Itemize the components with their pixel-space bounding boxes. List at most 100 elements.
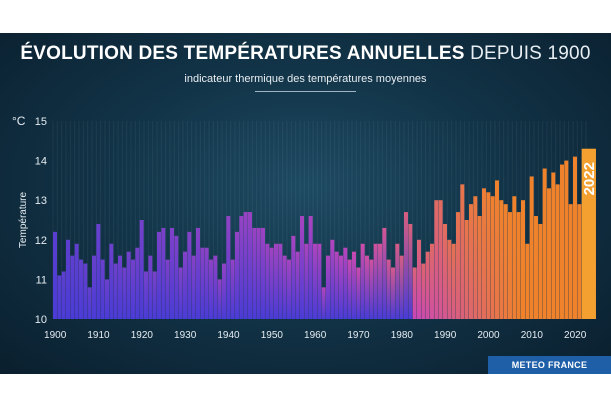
bar-2011 bbox=[534, 216, 538, 319]
bar-1931 bbox=[187, 231, 192, 319]
bar-1955 bbox=[291, 235, 296, 319]
y-tick-10: 10 bbox=[35, 314, 47, 326]
bar-1901 bbox=[57, 275, 62, 319]
bar-2021 bbox=[577, 204, 582, 319]
bar-2003 bbox=[499, 200, 504, 319]
bar-1949 bbox=[265, 243, 270, 319]
bar-2010 bbox=[529, 176, 534, 319]
bar-1909 bbox=[92, 255, 96, 319]
bar-2013 bbox=[542, 168, 547, 319]
x-tick-2020: 2020 bbox=[564, 330, 587, 341]
bar-1960 bbox=[313, 243, 317, 319]
bar-2012 bbox=[538, 223, 543, 319]
bar-1973 bbox=[369, 259, 374, 319]
bar-2004 bbox=[503, 204, 508, 319]
bar-1964 bbox=[330, 239, 335, 319]
subtitle-underline bbox=[255, 91, 356, 92]
bar-2006 bbox=[512, 196, 517, 319]
bar-1924 bbox=[157, 231, 161, 319]
bar-1953 bbox=[282, 255, 287, 319]
bar-1961 bbox=[317, 243, 322, 319]
bar-2020 bbox=[573, 156, 577, 319]
bar-1976 bbox=[382, 227, 387, 319]
bar-1929 bbox=[178, 267, 183, 319]
highlight-year-label: 2022 bbox=[581, 162, 598, 195]
bar-2001 bbox=[490, 196, 495, 319]
bar-1988 bbox=[434, 200, 439, 319]
bar-1918 bbox=[131, 259, 135, 319]
bar-1926 bbox=[165, 259, 170, 319]
bar-1913 bbox=[109, 243, 114, 319]
bar-1950 bbox=[269, 247, 274, 319]
bar-1905 bbox=[74, 243, 79, 319]
bar-1920 bbox=[139, 220, 144, 319]
bar-1915 bbox=[118, 255, 122, 319]
bar-2009 bbox=[525, 243, 530, 319]
bar-1900 bbox=[53, 231, 57, 319]
bar-1989 bbox=[438, 200, 443, 319]
bar-1970 bbox=[356, 267, 361, 319]
bar-1993 bbox=[456, 212, 460, 319]
bar-1972 bbox=[365, 255, 369, 319]
bar-1940 bbox=[226, 216, 231, 319]
bar-1997 bbox=[473, 196, 478, 319]
bar-1963 bbox=[326, 255, 330, 319]
bar-1942 bbox=[235, 231, 239, 319]
bar-1927 bbox=[170, 227, 174, 319]
bar-1938 bbox=[217, 279, 222, 319]
bar-1975 bbox=[378, 243, 382, 319]
bar-1994 bbox=[460, 184, 465, 319]
bar-1978 bbox=[391, 267, 395, 319]
bar-1908 bbox=[87, 287, 92, 319]
bar-1951 bbox=[274, 243, 278, 319]
bar-1944 bbox=[243, 212, 248, 319]
bar-1954 bbox=[287, 259, 291, 319]
x-tick-1990: 1990 bbox=[434, 330, 457, 341]
bar-1916 bbox=[122, 267, 127, 319]
bar-1912 bbox=[105, 279, 109, 319]
meteo-france-logo: METEO FRANCE bbox=[488, 356, 611, 374]
bar-1907 bbox=[83, 263, 88, 319]
bar-1996 bbox=[469, 204, 473, 319]
bar-1969 bbox=[352, 251, 356, 319]
bar-1903 bbox=[66, 239, 70, 319]
bar-1971 bbox=[360, 243, 365, 319]
bar-1983 bbox=[412, 267, 417, 319]
y-axis-title: Température bbox=[18, 191, 29, 248]
bar-1962 bbox=[321, 287, 326, 319]
bar-1937 bbox=[213, 255, 218, 319]
bar-2000 bbox=[486, 192, 491, 319]
x-tick-2010: 2010 bbox=[521, 330, 544, 341]
bar-1965 bbox=[334, 251, 339, 319]
y-tick-11: 11 bbox=[36, 274, 47, 286]
bar-1968 bbox=[347, 259, 352, 319]
bar-1911 bbox=[100, 259, 105, 319]
bar-1932 bbox=[191, 255, 196, 319]
bar-2002 bbox=[495, 180, 499, 319]
bar-1966 bbox=[339, 255, 343, 319]
bar-1952 bbox=[278, 243, 283, 319]
x-tick-1970: 1970 bbox=[347, 330, 370, 341]
chart-panel: ÉVOLUTION DES TEMPÉRATURES ANNUELLES DEP… bbox=[0, 33, 611, 374]
bar-1919 bbox=[135, 247, 140, 319]
bar-1925 bbox=[161, 227, 166, 319]
bar-1914 bbox=[113, 263, 118, 319]
title-light: DEPUIS 1900 bbox=[470, 43, 591, 64]
bar-1967 bbox=[343, 247, 348, 319]
bar-1985 bbox=[421, 263, 426, 319]
bar-1980 bbox=[399, 255, 404, 319]
bar-1977 bbox=[386, 259, 391, 319]
bar-1945 bbox=[248, 212, 252, 319]
bar-1941 bbox=[230, 259, 235, 319]
bar-1934 bbox=[200, 247, 205, 319]
bar-2008 bbox=[521, 200, 525, 319]
bar-2022 bbox=[581, 148, 596, 319]
x-tick-1910: 1910 bbox=[87, 330, 110, 341]
x-tick-1940: 1940 bbox=[217, 330, 240, 341]
bar-2019 bbox=[568, 204, 573, 319]
temperature-bar-chart: 10 11 12 13 14 15 °C Température 1900 1910 1920 193… bbox=[12, 114, 598, 341]
bar-1923 bbox=[152, 271, 157, 319]
bar-1986 bbox=[425, 251, 430, 319]
y-tick-12: 12 bbox=[35, 235, 47, 247]
title-bold: ÉVOLUTION DES TEMPÉRATURES ANNUELLES bbox=[20, 43, 465, 64]
